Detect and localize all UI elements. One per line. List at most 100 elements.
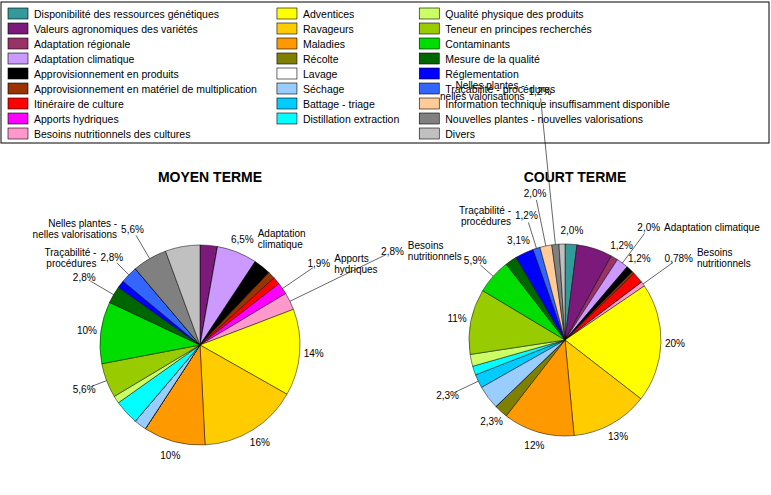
legend-swatch [277,83,297,94]
legend-swatch [8,8,28,19]
leader-line [643,262,673,284]
data-label: 2,0% [561,225,584,236]
slice-label: 1,2% [610,240,633,251]
legend-swatch [8,53,28,64]
slice-label: 5,6% [73,384,96,395]
slices [469,244,661,436]
legend-label: Ravageurs [303,23,354,35]
data-labels: 6,5%Adaptationclimatique1,9%Apportshydri… [33,218,462,460]
legend-label: Maladies [303,38,345,50]
leader-line [480,265,493,276]
legend-swatch [419,68,439,79]
data-label: 10% [160,450,180,461]
chart-title: MOYEN TERME [158,169,262,185]
annotation: nelles valorisations [33,229,118,240]
chart: Disponibilité des ressources génétiques V… [0,0,771,495]
legend-label: Réglementation [445,68,519,80]
legend-label: Apports hydriques [34,113,119,125]
legend-swatch [419,113,439,124]
data-label: 3,1% [507,235,530,246]
legend-swatch [8,128,28,139]
data-label: 2,3% [480,416,503,427]
pie-slice [540,245,565,340]
legend-swatch [8,113,28,124]
legend-label: Disponibilité des ressources génétiques [34,8,219,20]
slice-label: 10% [77,325,97,336]
legend-label: Récolte [303,53,339,65]
annotation: climatique [258,239,303,250]
legend-label: Teneur en principes recherchés [445,23,592,35]
data-label: 1,2% [610,240,633,251]
annotation: procédures [461,216,511,227]
data-label: 16% [250,437,270,448]
annotation: Besoins [697,247,733,258]
annotation: Traçabilité - [459,205,511,216]
data-label: 1,2% [529,86,552,97]
slice-label: 0,78%Besoinsnutritionnels [665,247,751,269]
legend-swatch [8,83,28,94]
leader-line [283,268,314,289]
legend-label: Distillation extraction [303,113,399,125]
legend-swatch [419,8,439,19]
legend-label: Divers [445,128,475,140]
leader-line [536,200,545,246]
pie-slice [565,340,641,436]
legend-label: Mesure de la qualité [445,53,540,65]
legend-swatch [277,23,297,34]
annotation: Nelles plantes - [48,218,117,229]
slice-label: 2,8% Traçabilité -procédures [44,247,123,269]
annotation: Nelles plantes - [456,80,525,91]
legend-label: Séchage [303,83,345,95]
leader-line [528,223,536,249]
slice-label: 2,0% [561,225,584,236]
data-label: 2,8% [73,272,96,283]
pie-slice [559,244,565,340]
annotation: nutritionnels [408,251,462,262]
legend-swatch [419,83,439,94]
annotation: Besoins [408,240,444,251]
legend-label: Adaptation régionale [34,38,130,50]
legend-swatch [277,68,297,79]
legend-swatch [419,38,439,49]
slice-label: 3,1% [507,235,530,246]
slice-label: 2,8% [73,272,96,283]
leader-line [90,281,113,295]
data-label: 11% [447,313,466,324]
leader-line [136,235,150,258]
legend-swatch [419,98,439,109]
annotation: procédures [46,258,96,269]
legend-label: Lavage [303,68,338,80]
legend-label: Valeurs agronomiques des variétés [34,23,198,35]
slice-label: 14% [304,348,324,359]
data-label: 14% [304,348,324,359]
data-label: 2,0% [637,222,660,233]
data-label: 2,8% [100,252,123,263]
legend-label: Adaptation climatique [34,53,135,65]
slice-label: 16% [250,437,270,448]
legend-swatch [277,113,297,124]
slice-label: 1,2%Nelles plantes -nelles valorisations [440,80,551,102]
slice-label: 13% [608,431,628,442]
annotation: Traçabilité - [44,247,96,258]
annotation: nutritionnels [697,258,751,269]
legend-swatch [419,23,439,34]
slice-label: 6,5%Adaptationclimatique [231,228,306,250]
legend-label: Approvisionnement en matériel de multipl… [34,83,257,95]
slice-label: 2,0%Adaptation climatique [637,222,760,233]
legend-swatch [8,98,28,109]
legend-label: Qualité physique des produits [445,8,583,20]
legend-swatch [277,98,297,109]
slice-label: 1,2% [628,253,651,264]
pie-chart: MOYEN TERME 6,5%Adaptationclimatique1,9%A… [33,169,462,461]
data-label: 1,2% [515,210,538,221]
data-label: 5,9% [464,255,487,266]
legend-swatch [419,128,439,139]
annotation: Apports [334,253,368,264]
slice-label: 2,0% [524,188,547,199]
slice-label: 12% [524,440,544,451]
legend-label: Contaminants [445,38,510,50]
leader-line [91,381,107,387]
leader-line [290,255,386,302]
data-label: 13% [608,431,628,442]
legend-label: Nouvelles plantes - nouvelles valorisati… [445,113,643,125]
